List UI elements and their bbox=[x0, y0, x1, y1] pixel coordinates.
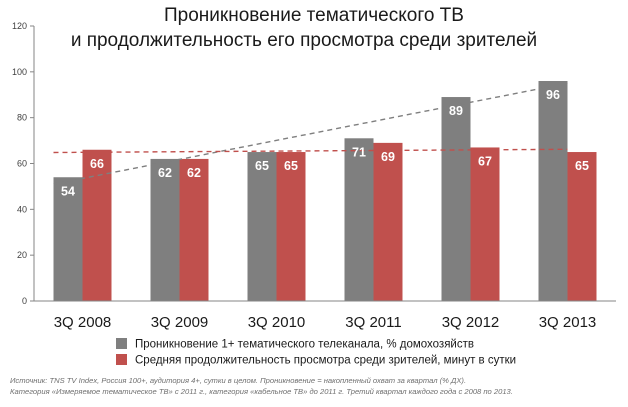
chart-title-line-1: Проникновение тематического ТВ bbox=[164, 5, 464, 26]
legend-swatch-duration bbox=[116, 354, 127, 365]
bar-value-label: 89 bbox=[449, 104, 463, 118]
x-axis: 3Q 2008 3Q 2009 3Q 2010 3Q 2011 3Q 2012 3Q 20… bbox=[34, 300, 616, 331]
y-tick-label: 40 bbox=[17, 204, 27, 214]
bar-duration bbox=[373, 142, 403, 301]
legend-swatch-penetration bbox=[116, 338, 127, 349]
bar-duration bbox=[470, 147, 500, 301]
bar-penetration bbox=[247, 152, 277, 301]
bar-value-label: 67 bbox=[478, 154, 492, 168]
x-tick-label: 3Q 2011 bbox=[345, 314, 401, 331]
bar-duration bbox=[179, 158, 209, 301]
bar-duration bbox=[82, 149, 112, 301]
footnote-line-2: Категория «Измеряемое тематическое ТВ» с… bbox=[10, 387, 513, 396]
y-tick-label: 100 bbox=[12, 67, 27, 77]
x-tick-label: 3Q 2008 bbox=[54, 314, 112, 331]
bar-value-label: 65 bbox=[255, 159, 269, 173]
y-axis: 0 20 40 60 80 100 120 bbox=[12, 21, 35, 306]
bar-penetration bbox=[538, 81, 568, 301]
bar-penetration bbox=[344, 138, 374, 301]
footnote: Источник: TNS TV Index, Россия 100+, ауд… bbox=[10, 375, 622, 397]
bar-penetration bbox=[150, 158, 180, 301]
legend-label-penetration: Проникновение 1+ тематического телеканал… bbox=[135, 339, 474, 351]
bar-labels: 54 66 62 62 65 65 71 69 89 67 96 65 bbox=[61, 88, 589, 198]
bar-penetration bbox=[53, 177, 83, 301]
x-tick-label: 3Q 2013 bbox=[539, 314, 597, 331]
legend: Проникновение 1+ тематического телеканал… bbox=[116, 338, 516, 367]
trendline-duration bbox=[53, 148, 568, 154]
chart-title: Проникновение тематического ТВ и продолж… bbox=[71, 5, 537, 51]
chart-title-line-2: и продолжительность его просмотра среди … bbox=[71, 30, 537, 51]
bar-value-label: 66 bbox=[90, 157, 104, 171]
bar-value-label: 62 bbox=[187, 166, 201, 180]
legend-label-duration: Средняя продолжительность просмотра сред… bbox=[135, 355, 516, 367]
x-tick-label: 3Q 2012 bbox=[442, 314, 500, 331]
x-tick-label: 3Q 2009 bbox=[151, 314, 209, 331]
trendlines bbox=[53, 82, 568, 185]
y-tick-label: 80 bbox=[17, 113, 27, 123]
x-tick-label: 3Q 2010 bbox=[248, 314, 306, 331]
y-tick-label: 20 bbox=[17, 250, 27, 260]
bar-value-label: 54 bbox=[61, 184, 75, 198]
chart: Проникновение тематического ТВ и продолж… bbox=[12, 5, 616, 367]
y-tick-label: 60 bbox=[17, 159, 27, 169]
y-tick-label: 0 bbox=[22, 296, 27, 306]
bar-value-label: 62 bbox=[158, 166, 172, 180]
y-tick-label: 120 bbox=[12, 21, 27, 31]
bar-value-label: 69 bbox=[381, 150, 395, 164]
footnote-line-1: Источник: TNS TV Index, Россия 100+, ауд… bbox=[10, 376, 467, 385]
bar-value-label: 65 bbox=[575, 159, 589, 173]
bar-duration bbox=[567, 152, 597, 301]
bars bbox=[53, 81, 597, 302]
bar-value-label: 65 bbox=[284, 159, 298, 173]
bar-penetration bbox=[441, 97, 471, 302]
bar-value-label: 71 bbox=[352, 145, 366, 159]
bar-value-label: 96 bbox=[546, 88, 560, 102]
trendline-penetration bbox=[53, 82, 568, 185]
bar-duration bbox=[276, 152, 306, 301]
